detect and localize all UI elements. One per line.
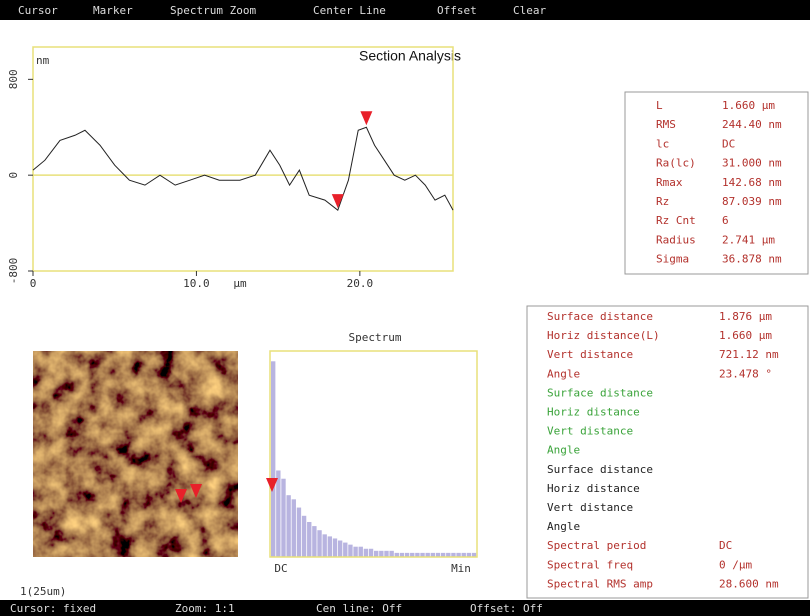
image-caption: 1(25um) xyxy=(20,585,66,598)
distance-label: Surface distance xyxy=(547,310,653,323)
distance-label: Spectral freq xyxy=(547,558,633,571)
spectrum-bar xyxy=(286,495,290,557)
result-value: DC xyxy=(722,137,735,150)
result-label: Ra(lc) xyxy=(656,157,696,170)
status-item: Cursor: fixed xyxy=(10,602,96,615)
spectrum-bar xyxy=(302,516,306,557)
spectrum-bar xyxy=(271,361,275,557)
x-tick-label: 20.0 xyxy=(347,277,374,290)
result-value: 36.878 nm xyxy=(722,253,782,266)
x-axis-label: µm xyxy=(233,277,247,290)
distance-value: 23.478 ° xyxy=(719,367,772,380)
distance-label: Horiz distance(L) xyxy=(547,329,660,342)
distance-value: 0 /µm xyxy=(719,558,752,571)
spectrum-bar xyxy=(379,551,383,557)
menu-item[interactable]: Marker xyxy=(93,4,133,17)
distance-value: 1.876 µm xyxy=(719,310,772,323)
result-label: Rz Cnt xyxy=(656,214,696,227)
distance-label: Angle xyxy=(547,520,580,533)
result-label: Rmax xyxy=(656,176,683,189)
cursor-marker xyxy=(360,111,372,125)
result-label: L xyxy=(656,99,663,112)
spectrum-bar xyxy=(276,470,280,557)
spectrum-end: Min xyxy=(451,562,471,575)
spectrum-bar xyxy=(359,547,363,557)
screen: Section Analysis nm µm 1(25um) Spectrum … xyxy=(0,0,810,616)
status-item: Cen line: Off xyxy=(316,602,402,615)
afm-image xyxy=(33,351,238,557)
result-label: Radius xyxy=(656,233,696,246)
y-tick-label: 0 xyxy=(7,172,20,179)
result-label: Rz xyxy=(656,195,669,208)
y-tick-label: -800 xyxy=(7,258,20,285)
y-tick-label: 800 xyxy=(7,69,20,89)
spectrum-bar xyxy=(328,536,332,557)
spectrum-start: DC xyxy=(274,562,287,575)
distance-value: 721.12 nm xyxy=(719,348,779,361)
spectrum-bar xyxy=(317,530,321,557)
status-item: Offset: Off xyxy=(470,602,543,615)
distance-value: 1.660 µm xyxy=(719,329,772,342)
distance-label: Horiz distance xyxy=(547,406,640,419)
spectrum-bar xyxy=(333,538,337,557)
spectrum-title: Spectrum xyxy=(349,331,402,344)
distance-label: Spectral RMS amp xyxy=(547,577,653,590)
distance-label: Angle xyxy=(547,444,580,457)
x-tick-label: 10.0 xyxy=(183,277,210,290)
distance-label: Vert distance xyxy=(547,348,633,361)
spectrum-bar xyxy=(389,551,393,557)
result-value: 142.68 nm xyxy=(722,176,782,189)
result-value: 244.40 nm xyxy=(722,118,782,131)
spectrum-bar xyxy=(364,549,368,557)
spectrum-bar xyxy=(281,479,285,557)
spectrum-bar xyxy=(312,526,316,557)
result-value: 1.660 µm xyxy=(722,99,775,112)
result-value: 6 xyxy=(722,214,729,227)
result-value: 31.000 nm xyxy=(722,157,782,170)
spectrum-bar xyxy=(348,545,352,557)
spectrum-bar xyxy=(384,551,388,557)
spectrum-bar xyxy=(369,549,373,557)
chart-title: Section Analysis xyxy=(359,48,461,64)
spectrum-bar xyxy=(323,534,327,557)
distance-label: Surface distance xyxy=(547,386,653,399)
distance-label: Vert distance xyxy=(547,425,633,438)
status-bar xyxy=(0,600,810,616)
profile-line xyxy=(33,127,453,210)
spectrum-bar xyxy=(374,551,378,557)
result-label: Sigma xyxy=(656,253,689,266)
menu-item[interactable]: Cursor xyxy=(18,4,58,17)
result-label: lc xyxy=(656,137,669,150)
spectrum-bar xyxy=(292,499,296,557)
cursor-marker xyxy=(332,194,344,208)
distance-value: DC xyxy=(719,539,732,552)
distance-label: Surface distance xyxy=(547,463,653,476)
distance-label: Horiz distance xyxy=(547,482,640,495)
x-tick-label: 0 xyxy=(30,277,37,290)
y-unit: nm xyxy=(36,54,50,67)
spectrum-bar xyxy=(338,541,342,557)
result-value: 2.741 µm xyxy=(722,233,775,246)
menu-item[interactable]: Clear xyxy=(513,4,546,17)
plot-frame xyxy=(33,47,453,271)
menu-item[interactable]: Center Line xyxy=(313,4,386,17)
spectrum-bar xyxy=(307,522,311,557)
menu-item[interactable]: Offset xyxy=(437,4,477,17)
spectrum-bar xyxy=(353,547,357,557)
result-value: 87.039 nm xyxy=(722,195,782,208)
distance-value: 28.600 nm xyxy=(719,577,779,590)
distance-label: Spectral period xyxy=(547,539,646,552)
result-label: RMS xyxy=(656,118,676,131)
spectrum-bar xyxy=(297,508,301,557)
spectrum-bar xyxy=(343,543,347,557)
distance-label: Vert distance xyxy=(547,501,633,514)
menu-item[interactable]: Spectrum Zoom xyxy=(170,4,256,17)
distance-label: Angle xyxy=(547,367,580,380)
status-item: Zoom: 1:1 xyxy=(175,602,235,615)
